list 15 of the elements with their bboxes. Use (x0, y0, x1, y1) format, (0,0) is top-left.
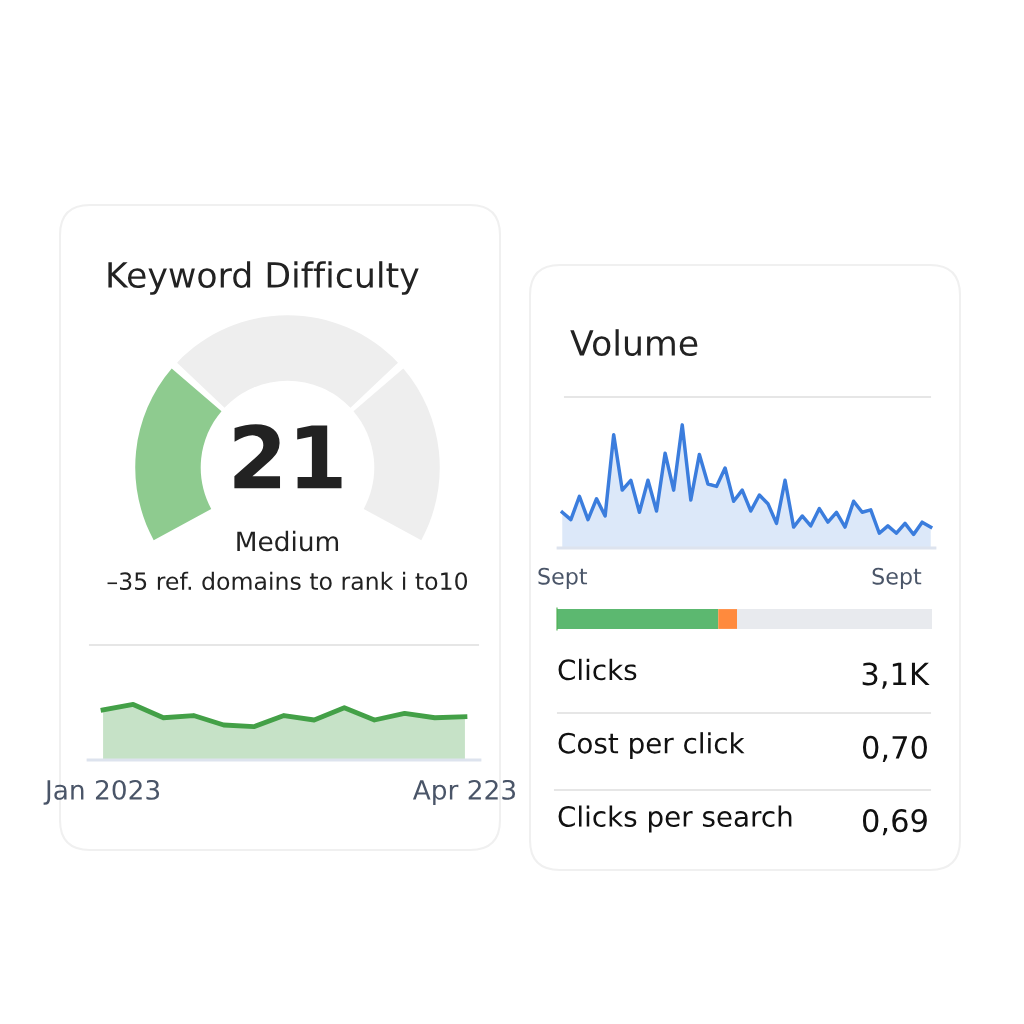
text: 0,70 (862, 735, 927, 762)
text: 0,69 (862, 809, 927, 836)
text: Medium (237, 530, 339, 552)
x-tick-label: Jan 2023 (43, 779, 160, 805)
chart-title: Keyword Difficulty (108, 261, 419, 295)
x-tick-label: Sept (538, 567, 588, 589)
text: Cost per click (558, 732, 745, 760)
text: 3,1K (862, 662, 930, 689)
chart-title: Volume (570, 329, 698, 357)
text: 21 (234, 424, 342, 489)
text: Clicks (558, 658, 637, 681)
x-tick-label: Apr 223 (412, 779, 516, 805)
text: Clicks per search (558, 805, 792, 833)
x-tick-label: Sept (872, 567, 922, 589)
text: –35 ref. domains to rank i to10 (107, 571, 468, 591)
